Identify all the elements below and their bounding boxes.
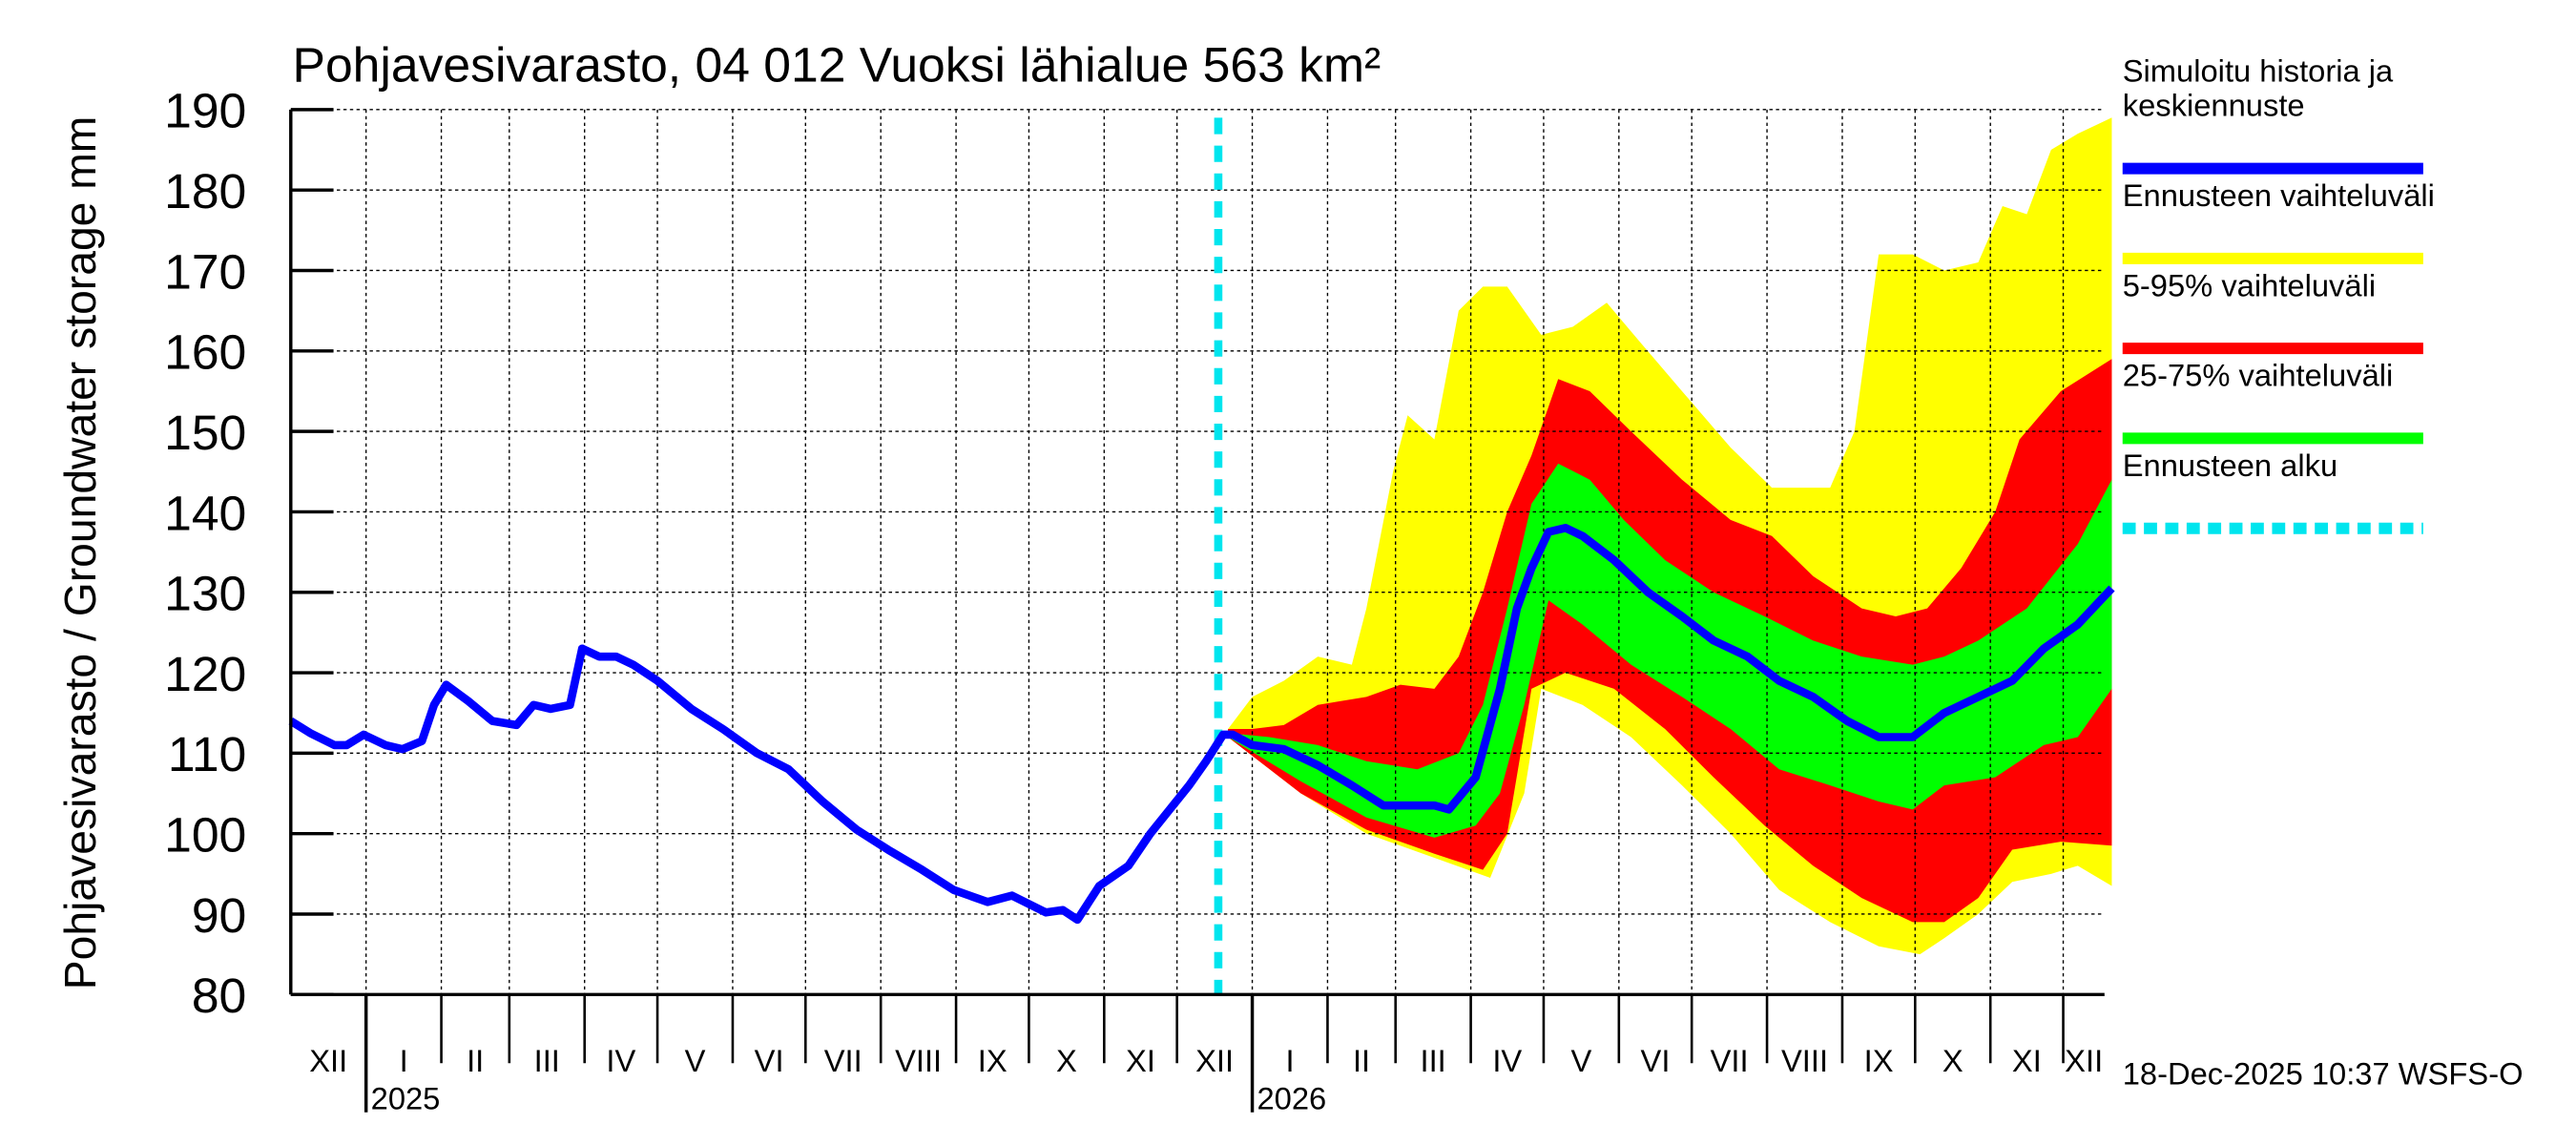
legend-label: 5-95% vaihteluväli (2123, 267, 2376, 302)
month-label: VIII (895, 1043, 942, 1078)
legend-label: Ennusteen vaihteluväli (2123, 177, 2435, 213)
y-axis-label: Pohjavesivarasto / Groundwater storage m… (55, 116, 105, 990)
month-label: VII (1711, 1043, 1749, 1078)
year-label: 2025 (371, 1080, 441, 1115)
y-tick-label: 80 (192, 968, 246, 1023)
y-tick-label: 170 (164, 243, 246, 299)
month-label: VI (1641, 1043, 1671, 1078)
y-tick-label: 160 (164, 324, 246, 380)
month-label: V (1570, 1043, 1591, 1078)
month-label: V (685, 1043, 706, 1078)
month-label: XII (309, 1043, 347, 1078)
y-tick-label: 180 (164, 163, 246, 219)
legend-label: keskiennuste (2123, 88, 2305, 123)
month-label: XII (1195, 1043, 1234, 1078)
legend-label: Ennusteen alku (2123, 448, 2337, 483)
y-tick-label: 120 (164, 646, 246, 701)
y-tick-label: 150 (164, 405, 246, 460)
month-label: X (1942, 1043, 1963, 1078)
month-label: XII (2065, 1043, 2103, 1078)
lines-layer (288, 117, 2115, 995)
y-tick-label: 90 (192, 887, 246, 943)
month-label: IX (1864, 1043, 1894, 1078)
month-label: III (534, 1043, 560, 1078)
band-2 (1228, 463, 2112, 838)
y-tick-label: 110 (168, 726, 246, 781)
grid-layer (290, 109, 2105, 995)
y-tick-label: 190 (164, 83, 246, 138)
month-label: III (1421, 1043, 1446, 1078)
month-label: VII (824, 1043, 862, 1078)
month-label: XI (2012, 1043, 2042, 1078)
month-label: VI (755, 1043, 784, 1078)
month-label: VIII (1781, 1043, 1828, 1078)
month-label: X (1056, 1043, 1077, 1078)
month-label: IX (978, 1043, 1008, 1078)
chart-title: Pohjavesivarasto, 04 012 Vuoksi lähialue… (293, 37, 1381, 93)
legend-label: 25-75% vaihteluväli (2123, 358, 2394, 393)
y-tick-label: 100 (164, 807, 246, 863)
month-label: I (400, 1043, 408, 1078)
legend-label: Simuloitu historia ja (2123, 53, 2394, 89)
footer-timestamp: 18-Dec-2025 10:37 WSFS-O (2123, 1056, 2524, 1092)
bands-layer (1228, 117, 2112, 955)
y-tick-label: 130 (164, 566, 246, 621)
month-label: IV (1492, 1043, 1522, 1078)
median-line (288, 523, 2115, 925)
month-label: II (1353, 1043, 1370, 1078)
month-label: XI (1126, 1043, 1155, 1078)
y-tick-label: 140 (164, 485, 246, 540)
month-label: IV (606, 1043, 635, 1078)
month-label: I (1285, 1043, 1294, 1078)
year-label: 2026 (1257, 1080, 1327, 1115)
month-label: II (467, 1043, 484, 1078)
